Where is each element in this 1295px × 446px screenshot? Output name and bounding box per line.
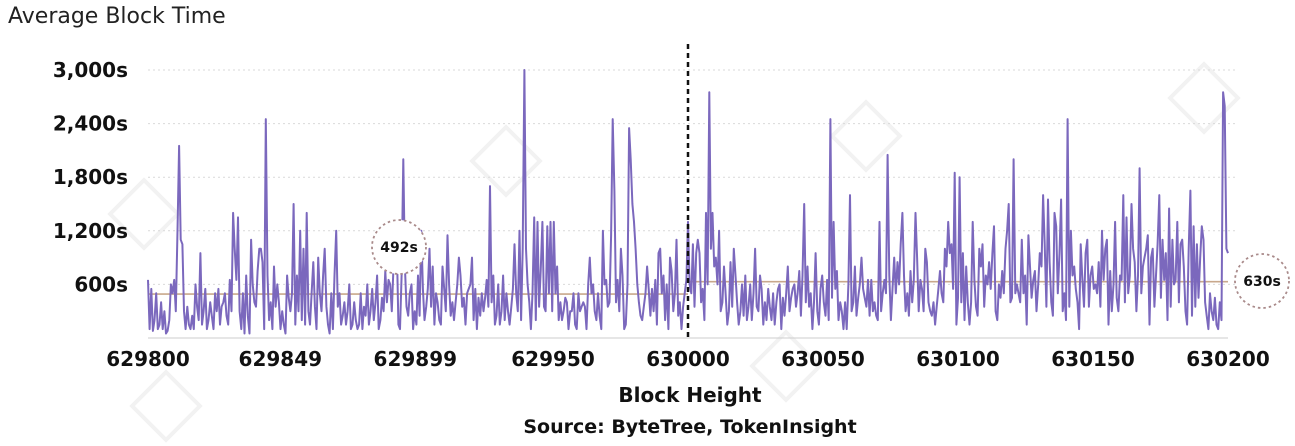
- y-tick-label: 2,400s: [53, 112, 128, 136]
- x-tick-label: 629899: [374, 347, 458, 371]
- annotation-label: 630s: [1243, 274, 1281, 290]
- annotation-circle: [1234, 253, 1290, 309]
- x-tick-label: 629950: [511, 347, 595, 371]
- x-tick-label: 630150: [1051, 347, 1135, 371]
- x-tick-label: 630200: [1186, 347, 1270, 371]
- series-layer: [147, 69, 1229, 335]
- y-axis-ticks: 600s 1,200s 1,800s 2,400s 3,000s: [53, 58, 128, 296]
- x-axis-label: Block Height: [618, 383, 762, 407]
- series-line: [147, 69, 1229, 335]
- x-tick-label: 629849: [239, 347, 323, 371]
- x-tick-label: 629800: [106, 347, 190, 371]
- annotation-circle: [371, 219, 427, 275]
- source-note: Source: ByteTree, TokenInsight: [523, 416, 856, 438]
- annotations: 492s 630s: [371, 219, 1290, 309]
- y-tick-label: 3,000s: [53, 58, 128, 82]
- y-tick-label: 1,800s: [53, 165, 128, 189]
- chart-title: Average Block Time: [8, 4, 226, 29]
- gridlines: [148, 69, 1238, 339]
- x-tick-label: 630050: [781, 347, 865, 371]
- y-tick-label: 1,200s: [53, 219, 128, 243]
- y-tick-label: 600s: [74, 272, 128, 296]
- x-axis-ticks: 629800 629849 629899 629950 630000 630050 6301…: [106, 347, 1270, 371]
- x-tick-label: 630100: [916, 347, 1000, 371]
- annotation-label: 492s: [380, 240, 418, 256]
- x-tick-label: 630000: [646, 347, 730, 371]
